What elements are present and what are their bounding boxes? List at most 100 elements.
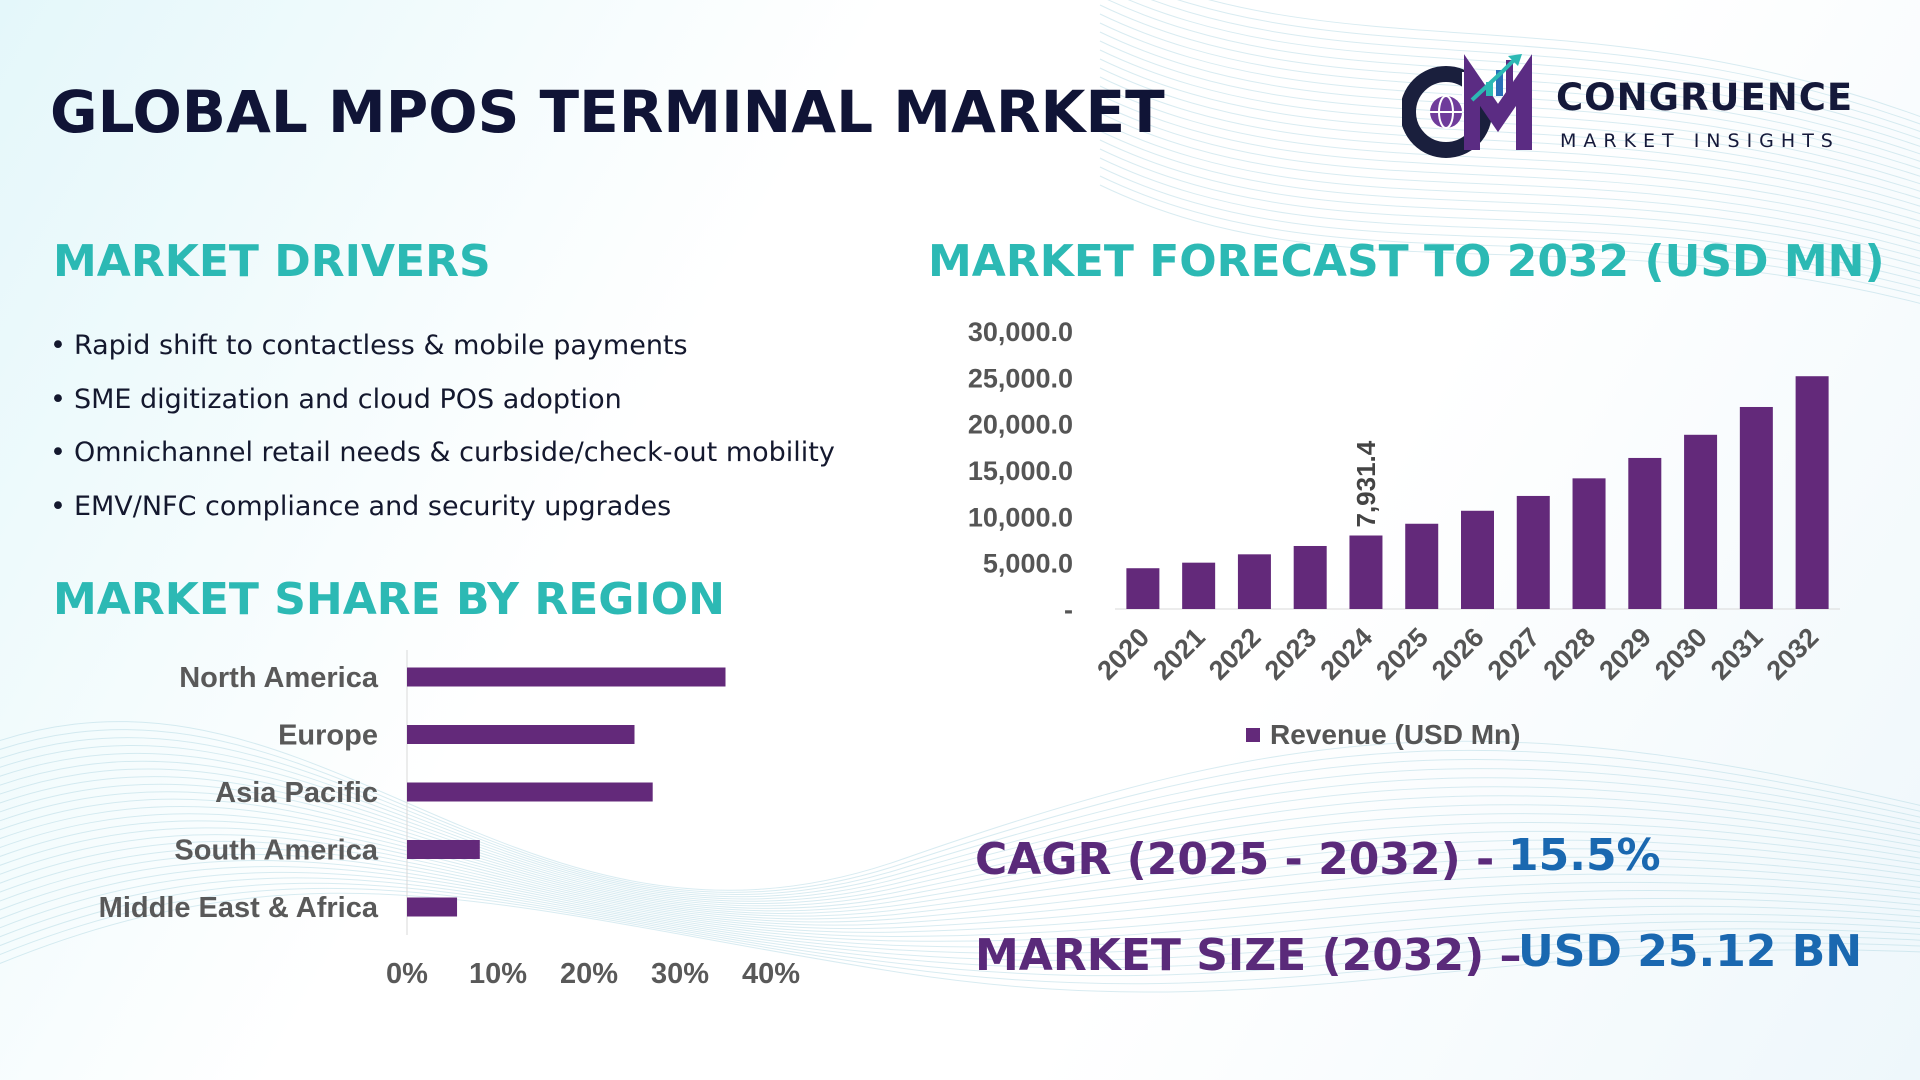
x-tick-label: 10% [469,958,527,990]
bar [407,782,653,802]
bar [407,725,635,744]
wave-line [1208,0,1920,118]
data-label: 7,931.4 [1351,440,1381,527]
wave-line [0,840,1920,933]
wave-line [0,860,1920,948]
x-tick-label: 2025 [1370,622,1434,686]
wave-line [0,871,1920,961]
category-label: Europe [278,720,378,752]
wave-line [0,877,1920,969]
wave-line [0,866,1920,954]
wave-line [0,783,1920,909]
x-tick-label: 40% [742,958,800,990]
wave-line [1177,0,1920,125]
wave-line [0,776,1920,907]
wave-line [0,729,1920,893]
region-bar-chart: North America Europe Asia Pacific South Ame… [99,650,800,990]
bar [1572,478,1606,609]
wave-line [0,887,1920,985]
wave-line [0,882,1920,977]
wave-line [1099,67,1920,207]
wave-line [0,745,1920,898]
wave-line [1099,85,1920,222]
bar [407,897,458,917]
wave-line [1099,157,1920,282]
driver-item: EMV/NFC compliance and security upgrades [50,487,835,541]
driver-item: SME digitization and cloud POS adoption [50,380,835,434]
wave-line [1099,76,1920,215]
x-tick-label: 2021 [1147,622,1211,686]
y-tick-label: 20,000.0 [968,410,1073,440]
bar [1293,545,1327,609]
wave-line [0,768,1920,904]
bar [1237,554,1271,609]
bar [1126,568,1160,609]
wave-line [0,847,1920,938]
bar [1516,495,1550,609]
x-tick-label: 0% [386,958,428,990]
x-tick-label: 2027 [1482,622,1546,686]
wave-line [1099,130,1920,260]
wave-line [0,721,1920,891]
wave-line [1150,0,1920,133]
wave-line [1099,103,1920,237]
logo-name: CONGRUENCE [1556,76,1854,119]
company-logo: CONGRUENCE MARKET INSIGHTS [1402,52,1862,162]
driver-item: Rapid shift to contactless & mobile paym… [50,326,835,380]
bar [1405,523,1439,609]
y-tick-label: 25,000.0 [968,363,1073,393]
wave-line [1099,148,1920,275]
bar [1684,434,1718,609]
cagr-label: CAGR (2025 - 2032) - [975,834,1495,885]
category-label: Asia Pacific [215,777,378,809]
bar [1349,535,1383,609]
bar [407,667,726,687]
bar [1739,406,1773,609]
x-tick-label: 2020 [1091,622,1155,686]
y-tick-label: 5,000.0 [983,549,1073,579]
wave-line [1099,49,1920,192]
x-tick-label: 2023 [1259,622,1323,686]
x-tick-label: 2032 [1761,622,1825,686]
wave-line [0,853,1920,942]
wave-line [1128,0,1920,140]
market-size-value: USD 25.12 BN [1518,926,1863,977]
page-title: GLOBAL MPOS TERMINAL MARKET [50,78,1165,146]
market-size-label: MARKET SIZE (2032) – [975,930,1522,981]
legend-label: Revenue (USD Mn) [1270,719,1520,750]
x-tick-label: 2028 [1538,622,1602,686]
driver-item: Omnichannel retail needs & curbside/chec… [50,433,835,487]
category-label: South America [174,835,378,867]
x-tick-label: 20% [560,958,618,990]
y-tick-label: 15,000.0 [968,456,1073,486]
wave-line [1099,175,1920,297]
bar [1461,510,1494,609]
x-tick-label: 2030 [1649,622,1713,686]
wave-line [1099,112,1920,245]
wave-line [0,820,1920,923]
wave-line [0,760,1920,902]
y-tick-label: 30,000.0 [968,317,1073,347]
cagr-value: 15.5% [1508,830,1661,881]
wave-line [1099,121,1920,252]
x-tick-label: 2029 [1593,622,1657,686]
wave-line [1107,0,1920,147]
y-tick-label: - [1064,595,1073,625]
wave-line [1099,58,1920,200]
wave-line [0,805,1920,917]
wave-line [0,737,1920,895]
bar [1628,457,1662,609]
legend-swatch [1246,728,1260,742]
y-tick-label: 10,000.0 [968,502,1073,532]
wave-line [0,892,1920,993]
bar [1795,376,1829,609]
wave-line [1099,94,1920,230]
x-tick-label: 2024 [1315,622,1379,686]
bar [407,840,480,859]
region-heading: MARKET SHARE BY REGION [53,574,725,625]
wave-line [1099,184,1920,304]
logo-mark-icon [1402,54,1532,158]
forecast-heading: MARKET FORECAST TO 2032 (USD MN) [928,236,1885,287]
x-tick-label: 30% [651,958,709,990]
wave-line [0,791,1920,912]
